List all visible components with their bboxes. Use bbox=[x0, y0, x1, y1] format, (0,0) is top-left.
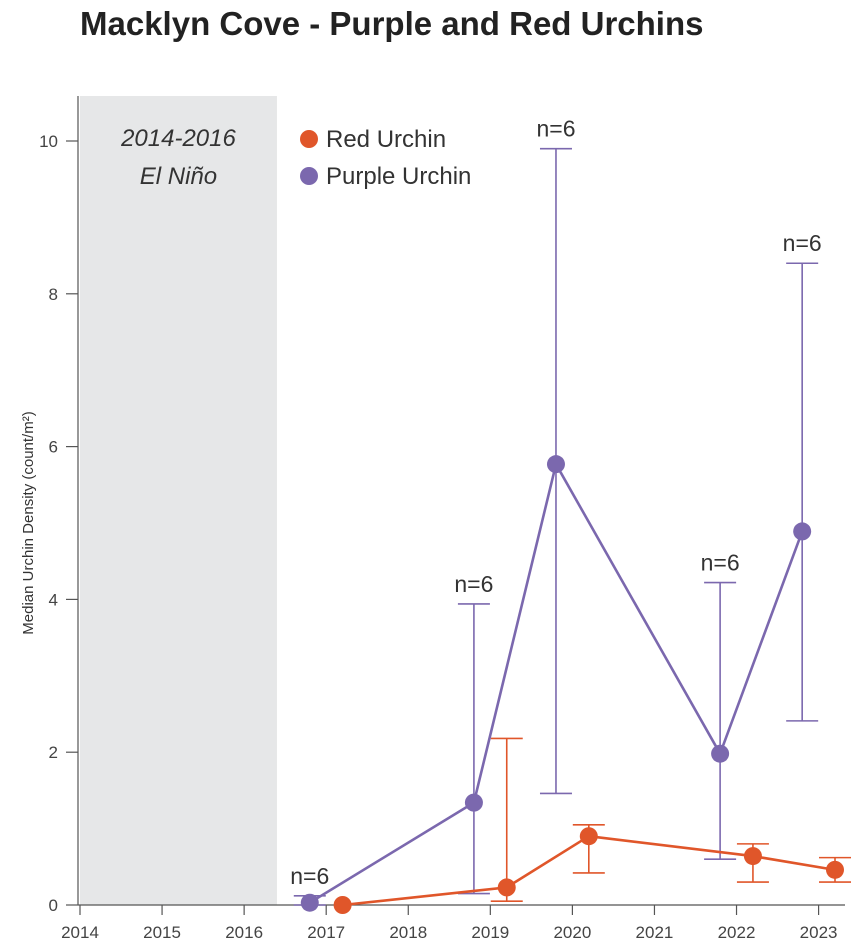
legend-marker-purple-urchin bbox=[300, 167, 318, 185]
n-label: n=6 bbox=[701, 550, 740, 576]
red-urchin-data-point bbox=[579, 827, 598, 846]
y-tick-label: 0 bbox=[49, 896, 58, 915]
legend-label-purple-urchin: Purple Urchin bbox=[326, 163, 471, 190]
red-urchin-data-point bbox=[826, 860, 844, 879]
purple-urchin-data-point bbox=[793, 522, 812, 541]
purple-urchin-data-point bbox=[464, 793, 483, 812]
n-label: n=6 bbox=[783, 230, 822, 256]
x-tick-label: 2017 bbox=[307, 923, 345, 942]
red-urchin-data-point bbox=[743, 847, 762, 866]
y-tick-label: 4 bbox=[49, 590, 58, 609]
n-label: n=6 bbox=[454, 571, 493, 597]
chart-title: Macklyn Cove - Purple and Red Urchins bbox=[80, 5, 704, 42]
x-tick-label: 2018 bbox=[389, 923, 427, 942]
x-tick-label: 2020 bbox=[553, 923, 591, 942]
purple-urchin-data-point bbox=[300, 893, 319, 912]
y-tick-label: 6 bbox=[49, 438, 58, 457]
x-tick-label: 2016 bbox=[225, 923, 263, 942]
red-urchin-data-point bbox=[333, 896, 352, 914]
x-tick-label: 2019 bbox=[471, 923, 509, 942]
el-nino-label-name: El Niño bbox=[140, 163, 217, 190]
y-tick-label: 8 bbox=[49, 285, 58, 304]
x-tick-label: 2014 bbox=[61, 923, 99, 942]
y-tick-label: 2 bbox=[49, 743, 58, 762]
red-urchin-data-point bbox=[497, 878, 516, 897]
y-tick-label: 10 bbox=[39, 132, 58, 151]
x-tick-label: 2021 bbox=[636, 923, 674, 942]
x-tick-label: 2015 bbox=[143, 923, 181, 942]
purple-urchin-data-point bbox=[546, 455, 565, 474]
purple-urchin-data-point bbox=[711, 744, 730, 763]
y-axis-label: Median Urchin Density (count/m²) bbox=[20, 411, 37, 634]
n-label: n=6 bbox=[290, 863, 329, 889]
x-tick-label: 2022 bbox=[718, 923, 756, 942]
el-nino-label-years: 2014-2016 bbox=[120, 125, 236, 152]
x-tick-label: 2023 bbox=[800, 923, 838, 942]
legend-marker-red-urchin bbox=[300, 130, 318, 148]
n-label: n=6 bbox=[536, 116, 575, 142]
el-nino-shaded-region bbox=[80, 96, 277, 905]
legend-label-red-urchin: Red Urchin bbox=[326, 126, 446, 153]
